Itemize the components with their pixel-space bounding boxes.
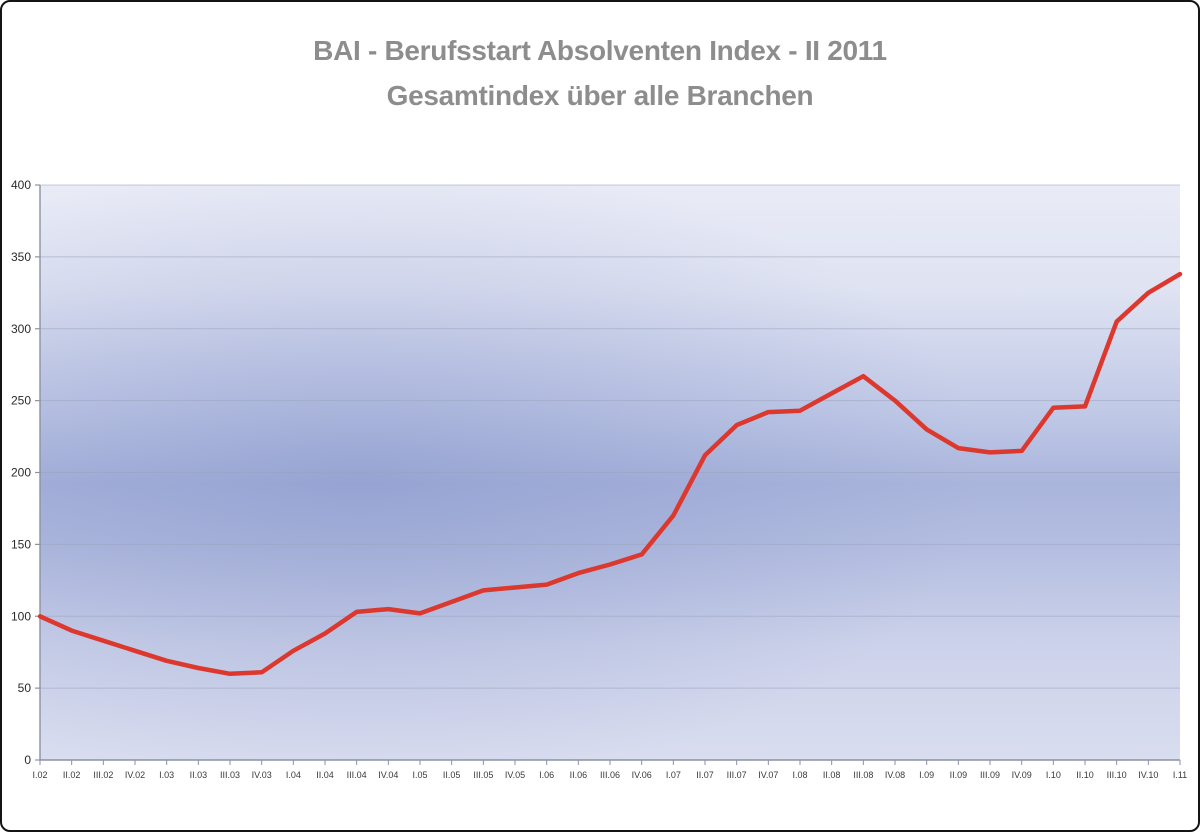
- x-axis-label: III.02: [93, 770, 113, 780]
- x-axis-label: III.06: [600, 770, 620, 780]
- x-axis-label: II.06: [570, 770, 588, 780]
- y-axis-label: 0: [24, 753, 31, 767]
- x-axis-label: I.11: [1173, 770, 1187, 780]
- x-axis-label: I.03: [159, 770, 174, 780]
- x-axis-label: I.09: [919, 770, 934, 780]
- x-axis-label: II.02: [63, 770, 81, 780]
- x-axis-label: II.05: [443, 770, 461, 780]
- x-axis-label: II.03: [190, 770, 208, 780]
- y-axis-label: 350: [11, 250, 31, 264]
- x-axis-label: I.08: [792, 770, 807, 780]
- x-axis-label: IV.08: [885, 770, 905, 780]
- index-line-series: [37, 271, 1183, 677]
- y-axis-label: 400: [11, 178, 31, 192]
- x-axis-label: I.06: [539, 770, 554, 780]
- x-axis-label: III.07: [727, 770, 747, 780]
- x-axis-label: II.04: [316, 770, 334, 780]
- x-axis-label: IV.07: [758, 770, 778, 780]
- chart-title-line1: BAI - Berufsstart Absolventen Index - II…: [313, 35, 887, 66]
- x-axis-label: I.10: [1046, 770, 1061, 780]
- x-axis-label: III.08: [853, 770, 873, 780]
- x-axis-label: II.07: [696, 770, 714, 780]
- x-axis-label: II.09: [950, 770, 968, 780]
- y-axis-label: 50: [18, 681, 32, 695]
- y-axis-label: 100: [11, 609, 31, 623]
- chart-title-line2: Gesamtindex über alle Branchen: [386, 80, 814, 111]
- x-axis-label: IV.09: [1012, 770, 1032, 780]
- x-axis-label: IV.02: [125, 770, 145, 780]
- x-axis-label: I.02: [32, 770, 47, 780]
- y-axis-label: 200: [11, 466, 31, 480]
- x-axis-label: III.04: [347, 770, 367, 780]
- x-axis-label: I.05: [412, 770, 427, 780]
- chart-title: BAI - Berufsstart Absolventen Index - II…: [0, 28, 1200, 118]
- x-axis-label: III.05: [473, 770, 493, 780]
- x-axis-label: II.08: [823, 770, 841, 780]
- x-axis-label: III.10: [1107, 770, 1127, 780]
- y-axis-label: 150: [11, 537, 31, 551]
- x-axis-label: IV.04: [378, 770, 398, 780]
- x-axis-label: IV.05: [505, 770, 525, 780]
- x-axis-label: IV.06: [632, 770, 652, 780]
- y-axis-label: 250: [11, 394, 31, 408]
- x-axis-label: III.03: [220, 770, 240, 780]
- x-axis-label: IV.03: [252, 770, 272, 780]
- y-axis-label: 300: [11, 322, 31, 336]
- x-axis-label: I.07: [666, 770, 681, 780]
- x-axis-label: I.04: [286, 770, 301, 780]
- x-axis-label: II.10: [1076, 770, 1094, 780]
- x-axis-label: IV.10: [1138, 770, 1158, 780]
- x-axis-label: III.09: [980, 770, 1000, 780]
